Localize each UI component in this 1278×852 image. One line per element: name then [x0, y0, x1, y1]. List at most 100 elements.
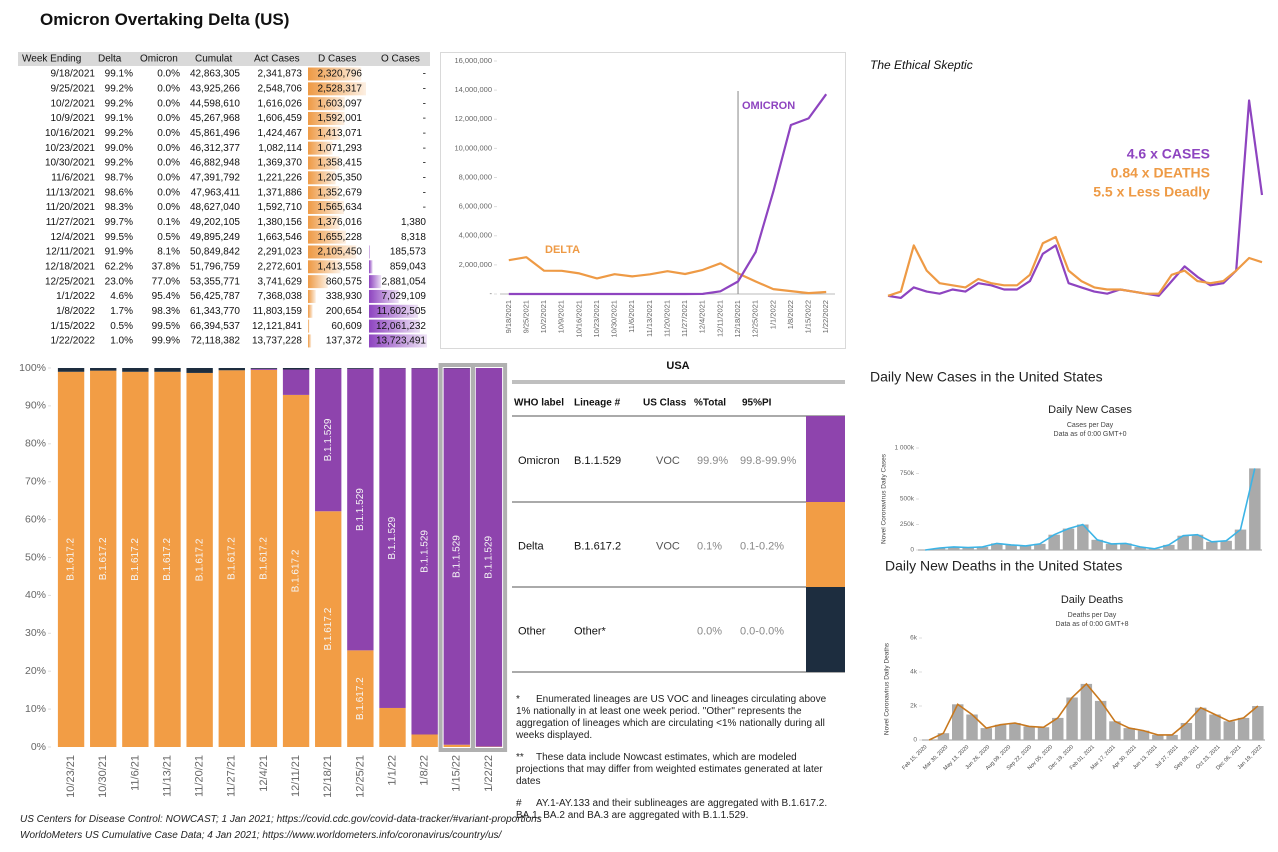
table-cell: 13,723,491: [376, 336, 426, 347]
annotation: 4.6 x CASES: [1127, 146, 1210, 162]
bar: [962, 547, 974, 550]
bar-segment: [57, 368, 85, 372]
table-header: O Cases: [381, 54, 420, 65]
x-tick-label: 11/13/2021: [645, 300, 654, 337]
segment-label: B.1.617.2: [130, 538, 141, 581]
x-tick-label: 11/6/2021: [627, 300, 636, 333]
bar-segment: [218, 368, 245, 371]
usa-cell: 99.8-99.9%: [740, 455, 796, 467]
table-cell: 77.0%: [152, 276, 180, 287]
segment-label: B.1.617.2: [259, 537, 270, 580]
table-header-bg: [18, 52, 430, 66]
table-cell: 99.2%: [105, 83, 133, 94]
usa-cell: 0.0-0.0%: [740, 625, 784, 637]
x-tick-label: 12/25/21: [354, 755, 366, 798]
table-cell: 51,796,759: [190, 261, 240, 272]
average-line: [928, 682, 1259, 741]
usa-col-header: WHO label: [514, 398, 564, 409]
x-tick-label: 12/11/2021: [715, 300, 724, 337]
x-tick-label: 1/8/22: [419, 755, 431, 786]
data-bar: [369, 245, 370, 259]
bar: [1134, 546, 1146, 550]
footnote-text: Enumerated lineages are US VOC and linea…: [516, 694, 827, 741]
table-cell: 48,627,040: [190, 202, 240, 213]
table-cell: 1,616,026: [258, 98, 303, 109]
table-cell: 1.7%: [110, 306, 133, 317]
table-cell: 2,341,873: [258, 69, 303, 80]
x-tick-label: 12/4/2021: [698, 300, 707, 333]
table-cell: 46,882,948: [190, 158, 240, 169]
table-cell: 11/20/2021: [46, 202, 96, 213]
bar: [1105, 543, 1118, 550]
bar: [1034, 543, 1046, 550]
footnotes: * Enumerated lineages are US VOC and line…: [516, 684, 838, 832]
data-bar: [369, 319, 420, 333]
bar-segment: [347, 368, 374, 369]
bar-segment: [154, 368, 181, 372]
y-tick-label: 250k: [900, 521, 915, 528]
table-cell: 7,368,038: [258, 291, 303, 302]
x-tick-label: 12/25/2021: [751, 300, 760, 338]
x-tick-label: 10/23/2021: [592, 300, 601, 338]
bar: [1094, 700, 1107, 740]
bar-segment: [282, 369, 310, 395]
usa-cell: 99.9%: [697, 455, 728, 467]
table-cell: 66,394,537: [190, 321, 240, 332]
footnote: * Enumerated lineages are US VOC and line…: [516, 694, 838, 742]
x-tick-label: 1/22/22: [483, 755, 495, 792]
table-cell: 2,291,023: [258, 247, 303, 258]
bar: [1080, 683, 1093, 740]
x-tick-label: 1/8/2022: [786, 300, 795, 329]
table-cell: 4.6%: [110, 291, 133, 302]
segment-label: B.1.617.2: [226, 537, 237, 580]
table-cell: 42,863,305: [190, 69, 240, 80]
bar: [1037, 727, 1050, 740]
table-cell: 99.0%: [105, 143, 133, 154]
usa-title: USA: [666, 360, 689, 372]
bar: [1052, 717, 1064, 740]
segment-label: B.1.1.529: [387, 516, 398, 559]
segment-label: B.1.617.2: [66, 538, 77, 581]
table-cell: 860,575: [326, 276, 363, 287]
bar-segment: [443, 744, 470, 747]
table-cell: 0.0%: [157, 202, 180, 213]
data-bar: [369, 304, 419, 318]
data-bar: [308, 156, 340, 170]
usa-cell: 0.1-0.2%: [740, 540, 784, 552]
usa-rule: [512, 380, 845, 384]
table-cell: 46,312,377: [190, 143, 240, 154]
x-tick-label: 11/13/21: [161, 755, 173, 797]
table-cell: 185,573: [390, 247, 427, 258]
bar: [1191, 534, 1204, 550]
table-cell: 99.9%: [152, 336, 180, 347]
table-cell: 99.5%: [105, 232, 133, 243]
table-cell: -: [423, 202, 426, 213]
variant-swatch: [806, 502, 845, 587]
bar-segment: [475, 368, 503, 747]
usa-cell: B.1.617.2: [574, 540, 621, 552]
segment-label: B.1.1.529: [484, 535, 495, 578]
table-cell: -: [423, 187, 426, 198]
y-tick-label: 0: [913, 737, 917, 744]
bar: [966, 714, 978, 740]
average-line: [925, 468, 1256, 551]
data-bar: [308, 200, 344, 214]
y-tick-label: 50%: [25, 551, 46, 563]
table-cell: 12/18/2021: [45, 261, 95, 272]
table-header: Week Ending: [22, 54, 81, 65]
page-title: Omicron Overtaking Delta (US): [40, 10, 290, 29]
x-tick-label: 12/11/21: [290, 755, 302, 797]
bar: [1177, 535, 1189, 550]
table-cell: 1,565,634: [318, 202, 363, 213]
x-tick-label: 10/2/2021: [539, 300, 548, 333]
segment-label: B.1.617.2: [194, 538, 205, 581]
bar: [976, 546, 989, 550]
usa-cell: Other: [518, 625, 546, 637]
bar-segment: [186, 372, 213, 747]
table-cell: 99.2%: [105, 98, 133, 109]
usa-col-header: 95%PI: [742, 398, 772, 409]
data-bar: [369, 275, 382, 289]
x-tick-label: 1/22/2022: [821, 300, 830, 333]
section-heading: Daily New Deaths in the United States: [885, 558, 1122, 574]
